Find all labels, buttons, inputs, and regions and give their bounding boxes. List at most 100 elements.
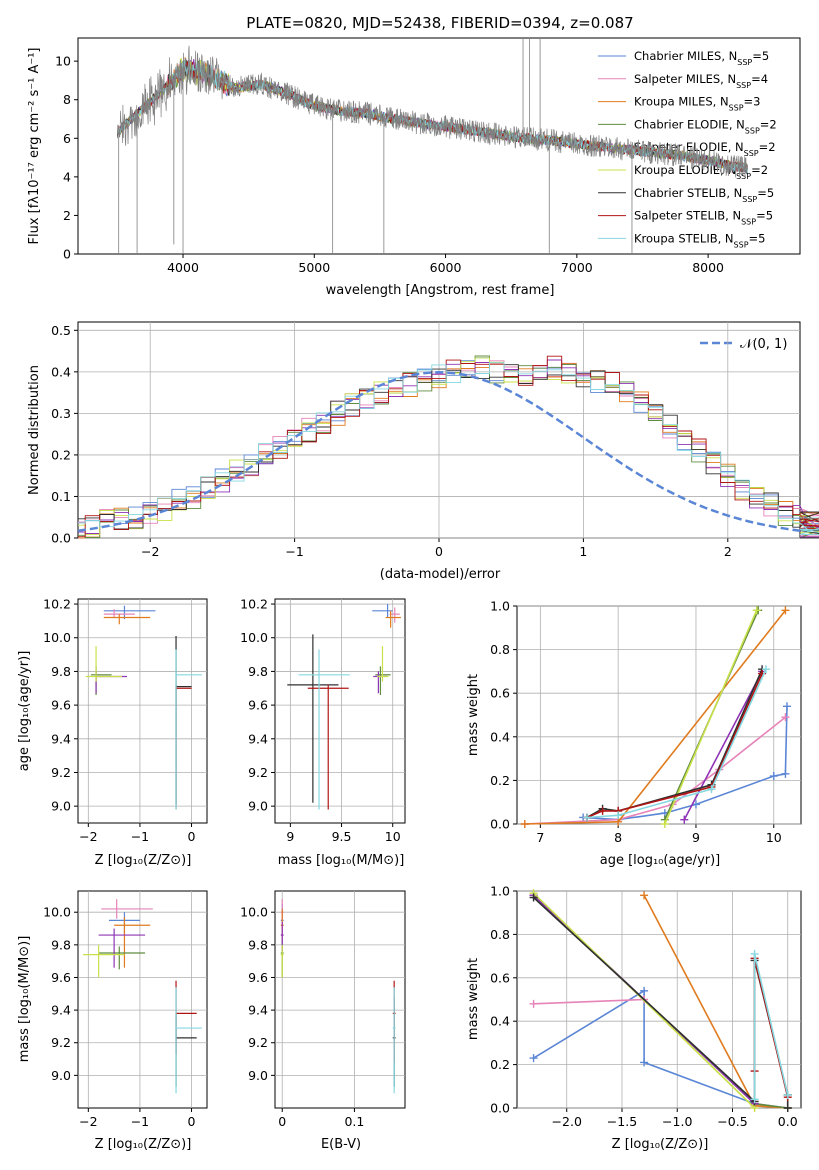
p6-ytick-label: 9.4 — [51, 1003, 71, 1018]
residual-ytick-label: 0.0 — [51, 531, 71, 546]
residual-ytick-label: 0.1 — [51, 489, 71, 504]
p4-xlabel: mass [log₁₀(M/M⊙)] — [278, 853, 405, 868]
legend-label: Chabrier MILES, NSSP=5 — [634, 49, 769, 67]
p5-ylabel: mass weight — [466, 674, 481, 756]
p4-xtick-label: 9.5 — [332, 829, 352, 844]
mass-weight-vs-metallicity-panel: Z [log₁₀(Z/Z⊙)] mass weight −2.0 −1.5 −1.0… — [466, 884, 802, 1152]
p8-point-marker — [529, 1054, 538, 1063]
p3-xtick-label: −2 — [79, 829, 97, 844]
p8-point-marker — [640, 1058, 649, 1067]
p3-ytick-label: 9.4 — [51, 731, 71, 746]
residual-ylabel: Normed distribution — [27, 365, 42, 495]
p4-xtick-label: 9 — [286, 829, 294, 844]
residual-xtick-label: 0 — [435, 544, 443, 559]
p8-xtick-label: −2.0 — [552, 1114, 582, 1129]
observed-spectrum-line — [117, 45, 748, 178]
legend-label: Kroupa MILES, NSSP=3 — [634, 95, 760, 113]
p5-point-marker — [583, 813, 592, 822]
p6-ytick-label: 9.2 — [51, 1035, 71, 1050]
legend-label: Salpeter STELIB, NSSP=5 — [634, 209, 773, 227]
p7-ytick-label: 9.8 — [248, 937, 268, 952]
p4-ytick-label: 9.4 — [248, 731, 268, 746]
residual-xlabel: (data-model)/error — [380, 567, 501, 582]
legend-subscript: SSP — [729, 103, 744, 112]
legend-label: Salpeter MILES, NSSP=4 — [634, 72, 768, 90]
p5-ytick-label: 0.4 — [490, 729, 510, 744]
spectrum-xtick-label: 5000 — [298, 260, 330, 275]
p4-ytick-label: 9.2 — [248, 765, 268, 780]
p5-ytick-label: 0.8 — [490, 642, 510, 657]
p8-ytick-label: 0.4 — [490, 1014, 510, 1029]
p8-point-marker — [783, 1104, 792, 1112]
p6-ytick-label: 10.0 — [43, 905, 71, 920]
legend-subscript: SSP — [736, 80, 751, 89]
p8-point-marker — [750, 1095, 759, 1104]
residual-ytick-label: 0.3 — [51, 406, 71, 421]
p5-point-marker — [781, 606, 790, 615]
p5-ytick-label: 0.0 — [490, 817, 510, 832]
p5-xtick-label: 10 — [766, 830, 782, 845]
figure-title: PLATE=0820, MJD=52438, FIBERID=0394, z=0… — [246, 14, 633, 32]
mass-weight-vs-age-panel: age [log₁₀(age/yr)] mass weight 7 8 9 10 0.0… — [466, 599, 802, 868]
residual-ytick-label: 0.5 — [51, 323, 71, 338]
p5-xtick-label: 9 — [692, 830, 700, 845]
p3-xtick-label: 0 — [188, 829, 196, 844]
legend-subscript: SSP — [734, 240, 749, 249]
p4-ytick-label: 10.2 — [240, 597, 268, 612]
p6-ytick-label: 9.6 — [51, 970, 71, 985]
residual-xtick-label: −1 — [285, 544, 303, 559]
p5-series-line — [664, 610, 758, 825]
p6-xtick-label: 0 — [188, 1114, 196, 1129]
residual-histogram-step — [78, 360, 819, 537]
p7-xtick-label: 0 — [278, 1114, 286, 1129]
p6-ylabel: mass [log₁₀(M/M⊙)] — [17, 936, 32, 1063]
p3-xtick-label: −1 — [131, 829, 149, 844]
p5-point-marker — [782, 702, 791, 711]
spectrum-ytick-label: 0 — [63, 247, 71, 262]
p5-series-line — [524, 609, 787, 825]
p8-ytick-label: 0.6 — [490, 970, 510, 985]
spectrum-xtick-label: 8000 — [692, 260, 724, 275]
p8-point-marker — [750, 949, 759, 958]
p7-ytick-label: 9.6 — [248, 970, 268, 985]
spectrum-ytick-label: 10 — [55, 54, 71, 69]
p5-point-marker — [707, 785, 716, 794]
legend-label: Chabrier STELIB, NSSP=5 — [634, 186, 774, 204]
p8-ytick-label: 1.0 — [490, 884, 510, 899]
p8-point-marker — [529, 999, 538, 1008]
residual-histogram-step — [78, 364, 819, 539]
p8-series-line — [533, 892, 756, 1109]
spectrum-xlabel: wavelength [Angstrom, rest frame] — [326, 283, 555, 298]
p8-ylabel: mass weight — [466, 958, 481, 1040]
p5-point-marker — [761, 665, 770, 674]
age-vs-metallicity-panel: Z [log₁₀(Z/Z⊙)] age [log₁₀(age/yr)] −2 −1… — [17, 597, 208, 868]
residual-histogram-step — [78, 363, 819, 539]
mass-vs-ebv-panel: E(B-V) 0 0.1 9.0 9.2 9.4 9.6 9.8 10.0 — [240, 890, 406, 1152]
legend-label: Kroupa ELODIE, NSSP=2 — [634, 163, 768, 181]
residual-histogram-step — [78, 359, 819, 538]
residual-histogram-step — [78, 355, 819, 538]
p5-point-marker — [520, 820, 529, 828]
p8-xtick-label: −1.0 — [662, 1114, 692, 1129]
legend-label: Kroupa STELIB, NSSP=5 — [634, 231, 765, 249]
p8-series-line — [533, 989, 788, 1109]
p8-point-marker — [529, 893, 538, 902]
p4-ytick-label: 9.0 — [248, 799, 268, 814]
p3-ytick-label: 10.2 — [43, 597, 71, 612]
residual-histogram-step — [78, 357, 819, 539]
spectrum-ytick-label: 2 — [63, 208, 71, 223]
p3-xlabel: Z [log₁₀(Z/Z⊙)] — [95, 853, 192, 868]
p4-xtick-label: 10 — [385, 829, 401, 844]
spectrum-xtick-label: 4000 — [167, 260, 199, 275]
p4-ytick-label: 10.0 — [240, 630, 268, 645]
p5-point-marker — [769, 772, 778, 781]
spectrum-ytick-label: 6 — [63, 131, 71, 146]
p8-xtick-label: −0.5 — [717, 1114, 747, 1129]
age-vs-mass-panel: mass [log₁₀(M/M⊙)] 9 9.5 10 9.0 9.2 9.4 9.6 9.8… — [240, 597, 406, 868]
p5-point-marker — [614, 811, 623, 820]
legend-subscript: SSP — [745, 126, 760, 135]
residual-histogram-step — [78, 355, 819, 539]
p7-ytick-label: 9.0 — [248, 1068, 268, 1083]
p5-ytick-label: 0.6 — [490, 686, 510, 701]
